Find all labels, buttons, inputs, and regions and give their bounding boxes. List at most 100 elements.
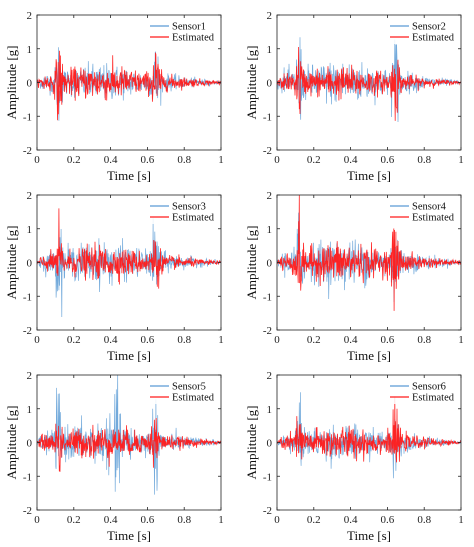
- x-tick-label: 1: [218, 154, 224, 166]
- x-tick-label: 0.6: [381, 154, 395, 166]
- legend-entry: Estimated: [412, 33, 455, 44]
- x-tick-label: 0.8: [177, 514, 191, 526]
- y-tick-label: 2: [27, 370, 33, 382]
- y-axis-label: Amplitude [g]: [4, 405, 19, 479]
- y-tick-label: -1: [263, 111, 272, 123]
- x-tick-label: 0: [34, 514, 40, 526]
- y-tick-label: -2: [23, 505, 32, 517]
- x-tick-label: 0.4: [344, 334, 358, 346]
- y-axis-label: Amplitude [g]: [244, 45, 259, 119]
- x-tick-label: 1: [458, 514, 464, 526]
- x-axis-label: Time [s]: [347, 348, 391, 363]
- x-axis-label: Time [s]: [107, 348, 151, 363]
- y-tick-label: 0: [267, 78, 273, 90]
- x-tick-label: 0.4: [104, 514, 118, 526]
- y-axis-label: Amplitude [g]: [4, 225, 19, 299]
- legend-entry: Estimated: [172, 213, 215, 224]
- x-tick-label: 0.6: [141, 514, 155, 526]
- x-tick-label: 0.4: [344, 154, 358, 166]
- x-tick-label: 0.8: [177, 154, 191, 166]
- y-tick-label: 0: [27, 258, 33, 270]
- y-tick-label: -1: [23, 291, 32, 303]
- y-tick-label: 2: [267, 190, 273, 202]
- y-tick-label: 2: [267, 370, 273, 382]
- y-tick-label: -2: [263, 145, 272, 157]
- legend-entry: Sensor2: [412, 22, 446, 33]
- x-tick-label: 1: [218, 334, 224, 346]
- chart-panel-1: 0 0.2 0.4 0.6 0.8 1 -2 -1 0 1 2 Time [s] Amplitude […: [4, 10, 224, 183]
- estimated-series-line-2: [277, 46, 461, 121]
- legend-entry: Sensor5: [172, 382, 206, 393]
- y-tick-label: 1: [267, 224, 273, 236]
- y-tick-label: -1: [263, 291, 272, 303]
- legend-entry: Estimated: [412, 213, 455, 224]
- y-axis-label: Amplitude [g]: [4, 45, 19, 119]
- estimated-series-line-1: [37, 50, 221, 121]
- legend-entry: Estimated: [172, 33, 215, 44]
- y-tick-label: -1: [23, 111, 32, 123]
- y-tick-label: -2: [23, 325, 32, 337]
- x-tick-label: 0: [34, 154, 40, 166]
- legend-entry: Estimated: [172, 393, 215, 404]
- estimated-series-line-3: [37, 208, 221, 289]
- x-tick-label: 0.8: [177, 334, 191, 346]
- x-tick-label: 0: [274, 334, 280, 346]
- y-axis-label: Amplitude [g]: [244, 225, 259, 299]
- x-axis-label: Time [s]: [107, 528, 151, 543]
- y-axis-label: Amplitude [g]: [244, 405, 259, 479]
- x-axis-label: Time [s]: [107, 168, 151, 183]
- x-tick-label: 0.8: [417, 154, 431, 166]
- y-tick-label: 0: [27, 438, 33, 450]
- y-tick-label: -2: [263, 325, 272, 337]
- legend-entry: Sensor4: [412, 202, 447, 213]
- y-tick-label: 2: [27, 10, 33, 22]
- x-tick-label: 0.4: [104, 154, 118, 166]
- x-tick-label: 0: [274, 514, 280, 526]
- chart-panel-6: 0 0.2 0.4 0.6 0.8 1 -2 -1 0 1 2 Time [s] Amplitude […: [244, 370, 464, 543]
- x-tick-label: 1: [458, 334, 464, 346]
- x-tick-label: 0: [34, 334, 40, 346]
- x-tick-label: 1: [218, 514, 224, 526]
- estimated-series-line-6: [277, 396, 461, 463]
- x-axis-label: Time [s]: [347, 168, 391, 183]
- x-tick-label: 0.6: [381, 514, 395, 526]
- x-tick-label: 0.6: [141, 154, 155, 166]
- x-tick-label: 0.2: [67, 514, 81, 526]
- x-tick-label: 0.2: [307, 514, 321, 526]
- y-tick-label: 1: [27, 224, 33, 236]
- x-tick-label: 0.4: [104, 334, 118, 346]
- y-tick-label: 1: [27, 44, 33, 56]
- legend-entry: Sensor3: [172, 202, 206, 213]
- x-tick-label: 0: [274, 154, 280, 166]
- x-tick-label: 0.2: [67, 334, 81, 346]
- estimated-series-line-4: [277, 195, 461, 311]
- x-tick-label: 0.8: [417, 334, 431, 346]
- y-tick-label: -2: [23, 145, 32, 157]
- x-tick-label: 1: [458, 154, 464, 166]
- chart-panel-3: 0 0.2 0.4 0.6 0.8 1 -2 -1 0 1 2 Time [s] Amplitude […: [4, 190, 224, 363]
- x-tick-label: 0.2: [307, 334, 321, 346]
- y-tick-label: 0: [267, 438, 273, 450]
- y-tick-label: 1: [267, 404, 273, 416]
- y-tick-label: 1: [27, 404, 33, 416]
- y-tick-label: 1: [267, 44, 273, 56]
- y-tick-label: 2: [27, 190, 33, 202]
- x-tick-label: 0.2: [67, 154, 81, 166]
- x-tick-label: 0.6: [381, 334, 395, 346]
- sensor-series-line-6: [277, 392, 461, 479]
- legend-entry: Sensor6: [412, 382, 446, 393]
- legend-entry: Estimated: [412, 393, 455, 404]
- x-axis-label: Time [s]: [347, 528, 391, 543]
- y-tick-label: 0: [267, 258, 273, 270]
- x-tick-label: 0.2: [307, 154, 321, 166]
- chart-panel-2: 0 0.2 0.4 0.6 0.8 1 -2 -1 0 1 2 Time [s] Amplitude […: [244, 10, 464, 183]
- chart-panel-4: 0 0.2 0.4 0.6 0.8 1 -2 -1 0 1 2 Time [s] Amplitude […: [244, 190, 464, 363]
- y-tick-label: 2: [267, 10, 273, 22]
- estimated-series-line-5: [37, 417, 221, 472]
